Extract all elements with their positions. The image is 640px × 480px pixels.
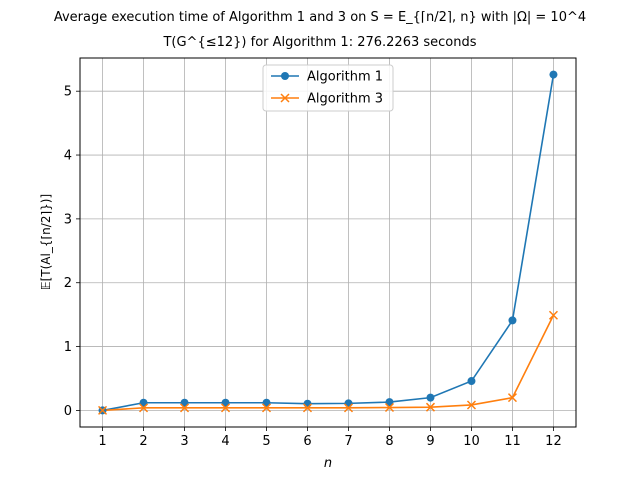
plot-background [80, 58, 576, 427]
data-point-algorithm-2 [139, 403, 149, 413]
x-tick-label: 9 [426, 434, 434, 449]
x-tick-label: 8 [385, 434, 393, 449]
data-point-algorithm-2 [548, 310, 558, 320]
series-line-1 [102, 74, 555, 412]
data-point-algorithm-1 [180, 398, 189, 407]
data-point-algorithm-1 [467, 377, 476, 386]
y-tick-label: 1 [64, 340, 72, 355]
x-tick-label: 3 [180, 434, 188, 449]
series-line-2 [102, 314, 555, 412]
chart-subtitle-text: T(G^{≤12}) for Algorithm 1: 276.2263 sec… [163, 35, 477, 50]
y-axis: 0 1 2 3 4 5 [64, 85, 80, 419]
data-point-algorithm-1 [508, 316, 517, 325]
legend-label: Algorithm 1 [307, 70, 383, 85]
data-point-algorithm-2 [343, 403, 354, 413]
legend-marker-x [280, 93, 290, 103]
x-tick-label: 10 [463, 434, 480, 449]
data-point-algorithm-1 [426, 393, 435, 402]
x-axis: 1 2 3 4 5 6 7 8 9 10 11 12 [98, 427, 562, 449]
data-point-algorithm-2 [425, 402, 436, 412]
data-point-algorithm-2 [466, 400, 477, 410]
data-point-algorithm-1 [549, 70, 558, 79]
x-tick-label: 12 [545, 434, 562, 449]
x-tick-label: 7 [344, 434, 352, 449]
data-point-algorithm-1 [344, 399, 353, 408]
x-tick-label: 4 [221, 434, 229, 449]
y-axis-label: 𝔼[T(Al_{⌈n/2⌉})] [39, 194, 53, 290]
legend: Algorithm 1 Algorithm 3 [262, 64, 394, 112]
data-point-algorithm-1 [303, 399, 312, 408]
y-tick-label: 0 [64, 404, 72, 419]
plot-frame [79, 57, 577, 428]
data-point-algorithm-2 [179, 403, 190, 413]
data-point-algorithm-1 [139, 398, 148, 407]
data-point-algorithm-1 [385, 398, 394, 407]
legend-label: Algorithm 3 [307, 92, 383, 107]
data-point-algorithm-2 [220, 403, 231, 413]
data-point-algorithm-1 [221, 398, 230, 407]
legend-marker-circle [281, 72, 289, 80]
x-tick-label: 5 [262, 434, 270, 449]
chart-subtitle: T(G^{≤12}) for Algorithm 1: 276.2263 sec… [0, 35, 640, 50]
data-point-algorithm-2 [302, 403, 313, 413]
x-tick-label: 11 [504, 434, 521, 449]
y-tick-label: 2 [64, 276, 72, 291]
x-tick-label: 6 [303, 434, 311, 449]
grid-lines [80, 58, 576, 427]
series-lines [102, 74, 555, 412]
x-axis-label: n [324, 456, 332, 471]
x-tick-label: 1 [98, 434, 106, 449]
x-tick-label: 2 [139, 434, 147, 449]
data-point-algorithm-2 [384, 402, 395, 413]
data-point-algorithm-1 [262, 398, 271, 407]
data-point-algorithm-2 [507, 393, 517, 403]
chart-title: Average execution time of Algorithm 1 an… [0, 10, 640, 25]
data-point-algorithm-2 [98, 405, 108, 415]
data-point-algorithm-2 [261, 403, 272, 413]
series-markers [98, 70, 558, 415]
y-tick-label: 3 [64, 212, 72, 227]
chart-title-text: Average execution time of Algorithm 1 an… [53, 10, 587, 25]
y-tick-label: 5 [64, 85, 72, 100]
y-tick-label: 4 [64, 149, 72, 164]
